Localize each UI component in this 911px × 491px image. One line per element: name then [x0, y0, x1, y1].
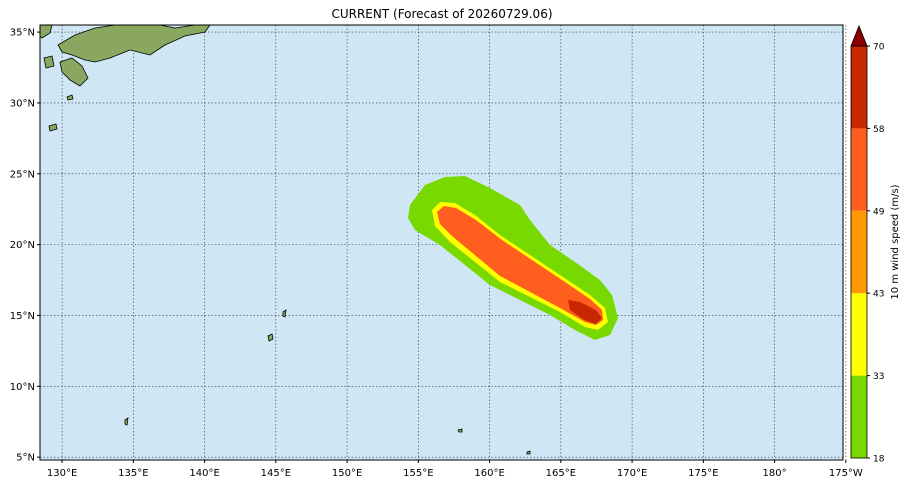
x-tick-label: 155°E: [403, 468, 433, 479]
colorbar-segment: [851, 46, 867, 129]
colorbar-tick-label: 49: [873, 207, 885, 217]
y-tick-label: 35°N: [10, 28, 35, 39]
colorbar-tick-label: 43: [873, 290, 884, 300]
y-tick-label: 30°N: [10, 98, 35, 109]
x-tick-label: 180°: [763, 468, 787, 479]
colorbar-segment: [851, 375, 867, 458]
x-tick-label: 130°E: [47, 468, 77, 479]
x-tick-label: 175°E: [688, 468, 718, 479]
colorbar-label: 10 m wind speed (m/s): [890, 184, 901, 299]
x-tick-label: 140°E: [189, 468, 219, 479]
x-tick-label: 165°E: [546, 468, 576, 479]
colorbar-tick-label: 33: [873, 372, 884, 382]
map-frame: [39, 24, 844, 461]
y-tick-label: 15°N: [10, 311, 35, 322]
land: [39, 24, 531, 455]
y-tick-label: 25°N: [10, 169, 35, 180]
wind-field: [408, 176, 618, 340]
colorbar-segment: [851, 293, 867, 376]
x-tick-label: 145°E: [261, 468, 291, 479]
colorbar-tick-label: 70: [873, 43, 885, 53]
x-tick-label: 135°E: [118, 468, 148, 479]
colorbar-tick-label: 18: [873, 455, 885, 465]
colorbar: 18 33 43 49 58 70: [850, 24, 885, 465]
map-title: CURRENT (Forecast of 20260729.06): [331, 7, 552, 21]
y-tick-label: 5°N: [16, 453, 35, 464]
x-tick-label: 175°W: [829, 468, 863, 479]
colorbar-segment: [851, 210, 867, 294]
y-tick-label: 10°N: [10, 382, 35, 393]
colorbar-frame: [850, 45, 868, 459]
x-tick-label: 170°E: [617, 468, 647, 479]
y-tick-label: 20°N: [10, 240, 35, 251]
colorbar-extend: [850, 24, 868, 47]
x-tick-label: 150°E: [332, 468, 362, 479]
colorbar-segment: [851, 128, 867, 211]
x-tick-label: 160°E: [474, 468, 504, 479]
colorbar-tick-label: 58: [873, 125, 885, 135]
